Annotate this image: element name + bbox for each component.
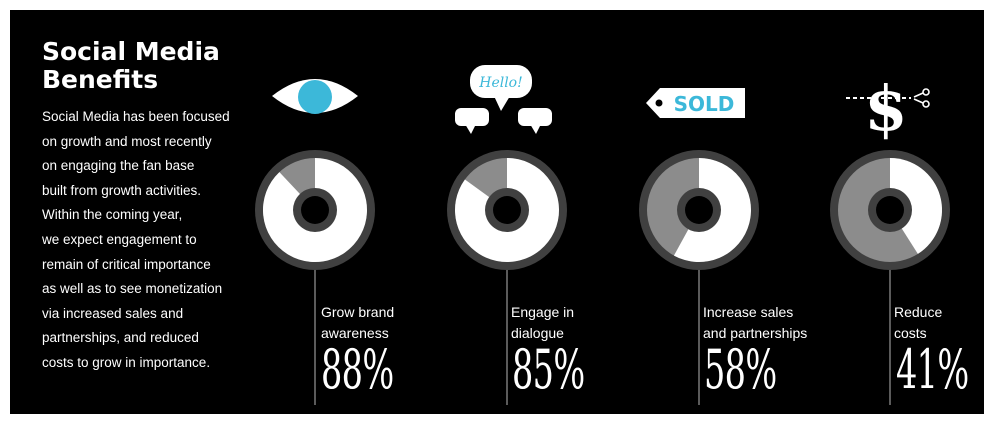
label-line: and partnerships xyxy=(703,325,808,341)
dollar-sign-text: $ xyxy=(864,72,907,145)
title-line-1: Social Media xyxy=(42,37,220,66)
donut-chart-area: Hello! SOLD $ xyxy=(255,65,950,405)
label-grow-brand-awareness: Grow brand awareness xyxy=(321,302,394,344)
value-label-58: 58% xyxy=(704,338,777,401)
intro-paragraph: Social Media has been focused on growth … xyxy=(42,105,262,376)
label-line: dialogue xyxy=(511,325,564,341)
speech-bubbles-icon: Hello! xyxy=(455,65,552,134)
eye-icon xyxy=(272,79,358,114)
donut-hole-increase-sales-and-partnerships xyxy=(685,196,713,224)
intro-line: built from growth activities. xyxy=(42,182,202,198)
intro-line: on growth and most recently xyxy=(42,133,212,149)
intro-line: Social Media has been focused xyxy=(42,109,230,124)
intro-line: costs to grow in importance. xyxy=(42,354,211,370)
label-reduce-costs: Reduce costs xyxy=(894,302,942,344)
title-line-2: Benefits xyxy=(42,65,159,94)
infographic-panel: Social Media Benefits Social Media has b… xyxy=(10,10,984,414)
label-engage-in-dialogue: Engage in dialogue xyxy=(511,302,574,344)
label-line: Reduce xyxy=(894,304,943,320)
intro-line: remain of critical importance xyxy=(42,256,211,272)
page-title: Social Media Benefits xyxy=(42,38,220,94)
scissors-icon xyxy=(913,88,930,108)
donut-hole-engage-in-dialogue xyxy=(493,196,521,224)
hello-text: Hello! xyxy=(478,75,523,91)
intro-line: as well as to see monetization xyxy=(42,281,223,297)
donut-group xyxy=(255,150,950,405)
intro-line: we expect engagement to xyxy=(42,231,197,247)
label-line: Increase sales xyxy=(703,304,794,320)
sold-tag-icon: SOLD xyxy=(646,88,745,118)
intro-line: Within the coming year, xyxy=(42,207,183,223)
intro-line: via increased sales and xyxy=(42,305,184,321)
label-line: awareness xyxy=(321,325,389,341)
intro-line: on engaging the fan base xyxy=(42,158,195,174)
dollar-scissors-icon: $ xyxy=(846,72,930,145)
label-line: Engage in xyxy=(511,304,575,320)
value-label-41: 41% xyxy=(896,338,969,401)
value-label-85: 85% xyxy=(512,338,585,401)
donut-hole-reduce-costs xyxy=(876,196,904,224)
intro-line: partnerships, and reduced xyxy=(42,330,199,346)
label-line: Grow brand xyxy=(321,304,395,320)
donut-slice-reduce-costs xyxy=(890,158,943,254)
label-line: costs xyxy=(894,325,927,341)
value-label-88: 88% xyxy=(321,338,394,401)
label-increase-sales: Increase sales and partnerships xyxy=(703,302,807,344)
sold-text: SOLD xyxy=(674,92,735,116)
donut-hole-grow-brand-awareness xyxy=(301,196,329,224)
